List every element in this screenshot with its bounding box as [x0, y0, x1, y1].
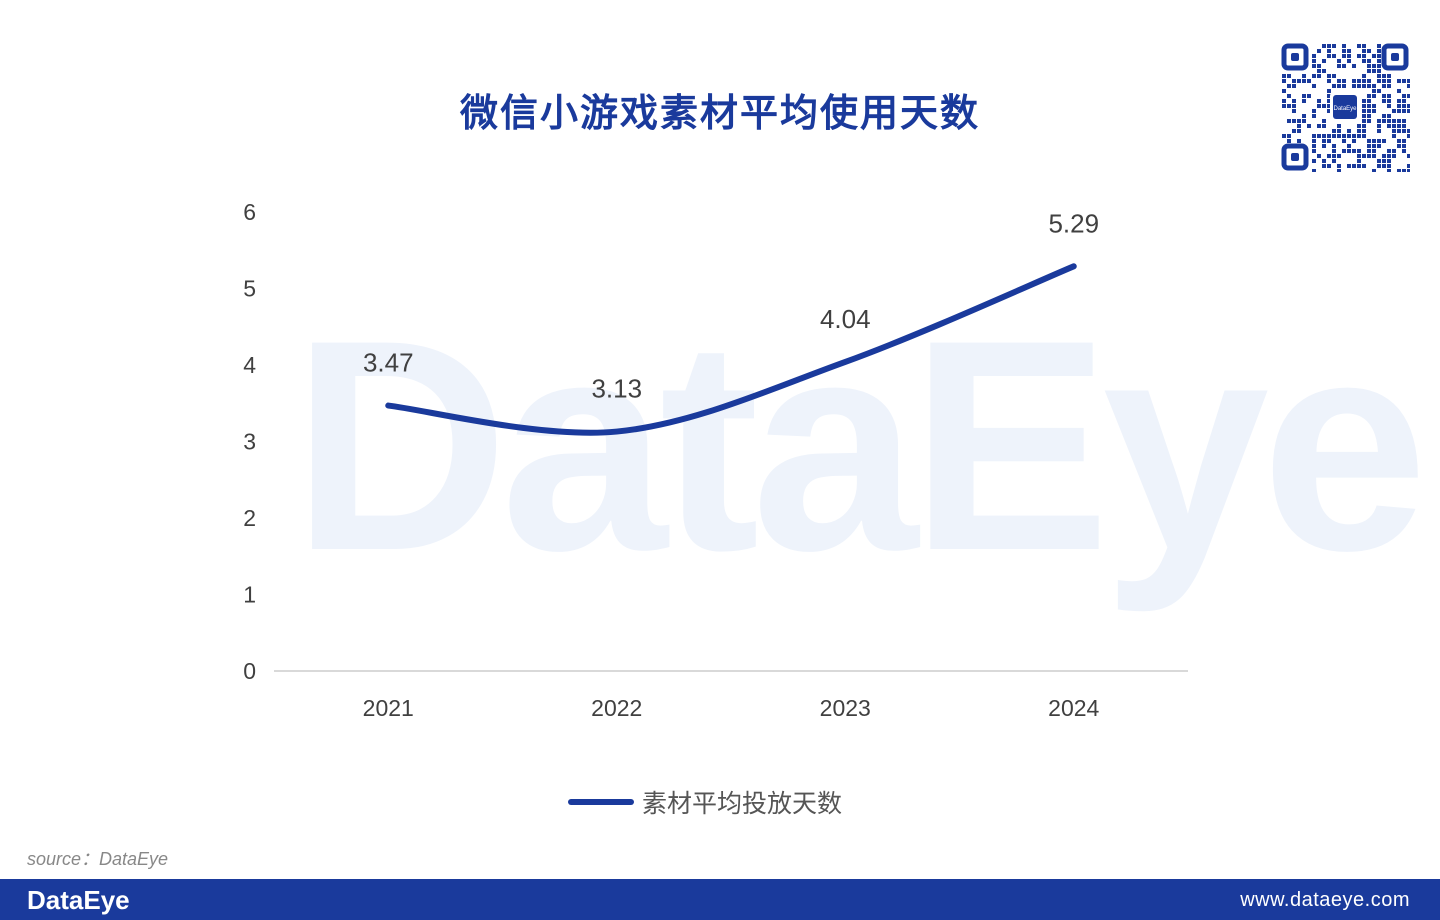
- data-label: 3.47: [363, 348, 414, 378]
- legend-swatch: [568, 799, 634, 805]
- data-label: 5.29: [1048, 208, 1099, 238]
- watermark-text: DataEye: [292, 277, 1428, 613]
- y-tick-label: 6: [243, 199, 256, 225]
- footer-logo: DataEye: [27, 885, 130, 915]
- line-chart: 0 1 2 3 4 5 6 2021 2022 2023 2024 3.47 3.13 4.04 5.2…: [243, 199, 1188, 721]
- series-line: [385, 263, 1077, 436]
- y-tick-label: 4: [243, 352, 256, 378]
- legend-label: 素材平均投放天数: [642, 789, 843, 818]
- y-tick-label: 0: [243, 658, 256, 684]
- source-note: source：DataEye: [27, 849, 169, 869]
- legend: 素材平均投放天数: [568, 784, 842, 820]
- chart-title: 微信小游戏素材平均使用天数: [459, 91, 980, 135]
- x-tick-label: 2022: [591, 695, 642, 721]
- y-tick-label: 5: [243, 276, 256, 302]
- y-tick-label: 3: [243, 429, 256, 455]
- footer-url[interactable]: www.dataeye.com: [1240, 889, 1410, 911]
- footer-bar: DataEye www.dataeye.com: [0, 879, 1440, 920]
- x-tick-label: 2023: [820, 695, 871, 721]
- data-label: 3.13: [591, 374, 642, 404]
- data-label: 4.04: [820, 304, 871, 334]
- y-tick-label: 2: [243, 505, 256, 531]
- x-tick-label: 2024: [1048, 695, 1099, 721]
- qr-center-logo: DataEye: [1333, 106, 1357, 112]
- qr-code: DataEye: [1280, 42, 1410, 172]
- x-tick-label: 2021: [363, 695, 414, 721]
- y-tick-label: 1: [243, 582, 256, 608]
